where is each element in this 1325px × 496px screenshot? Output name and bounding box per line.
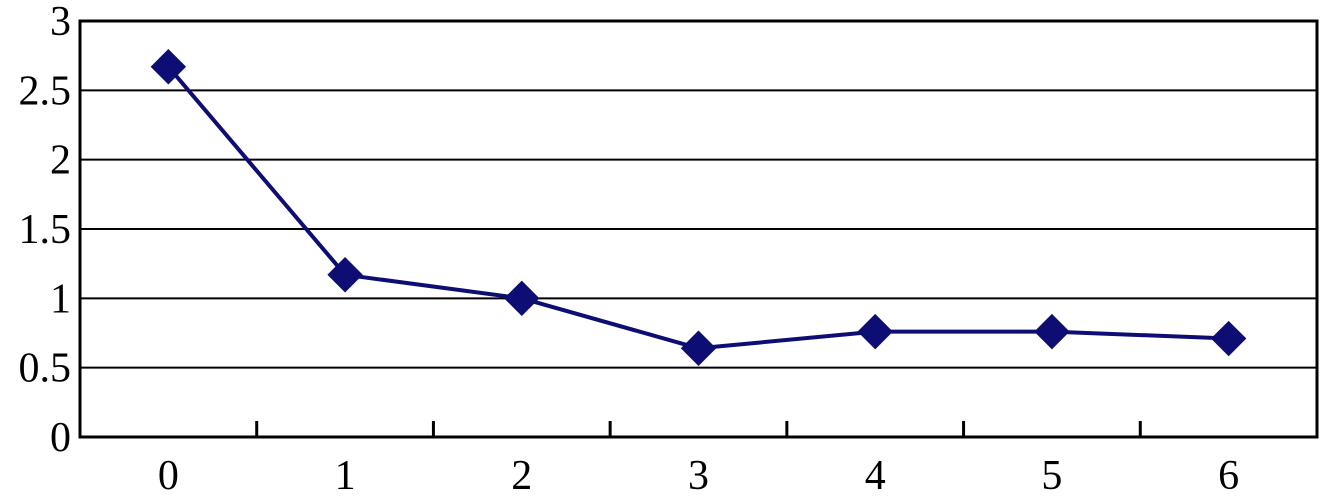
data-point-marker — [1210, 320, 1247, 357]
x-tick-label: 5 — [1041, 453, 1062, 496]
series-line — [166, 65, 1229, 351]
data-point-marker — [857, 313, 893, 350]
x-tick-label: 4 — [865, 453, 886, 496]
series-layer — [150, 49, 1247, 366]
y-tick-label: 1 — [50, 276, 71, 322]
y-tick-label: 0 — [50, 415, 71, 461]
data-point-marker — [1034, 313, 1070, 350]
grid-lines — [80, 89, 1317, 369]
data-point-marker — [150, 49, 187, 85]
x-tick-label: 1 — [335, 453, 356, 496]
x-tick-label: 6 — [1218, 453, 1239, 496]
y-tick-label: 0.5 — [19, 346, 72, 392]
data-point-marker — [504, 280, 540, 317]
y-axis-tick-labels: 0 0.5 1 1.5 2 2.5 3 — [19, 0, 72, 461]
y-tick-label: 2.5 — [19, 68, 72, 114]
x-axis-tick-labels: 0 1 2 3 4 5 6 — [158, 453, 1239, 496]
plot-area-frame — [78, 19, 1319, 439]
y-tick-label: 1.5 — [19, 207, 72, 253]
x-tick-label: 2 — [511, 453, 532, 496]
x-tick-label: 0 — [158, 453, 179, 496]
y-tick-label: 2 — [50, 138, 71, 184]
data-point-marker — [680, 330, 717, 366]
data-point-marker — [327, 257, 363, 293]
y-tick-label: 3 — [50, 0, 71, 45]
x-tick-label: 3 — [688, 453, 709, 496]
x-axis-ticks — [255, 421, 1142, 437]
